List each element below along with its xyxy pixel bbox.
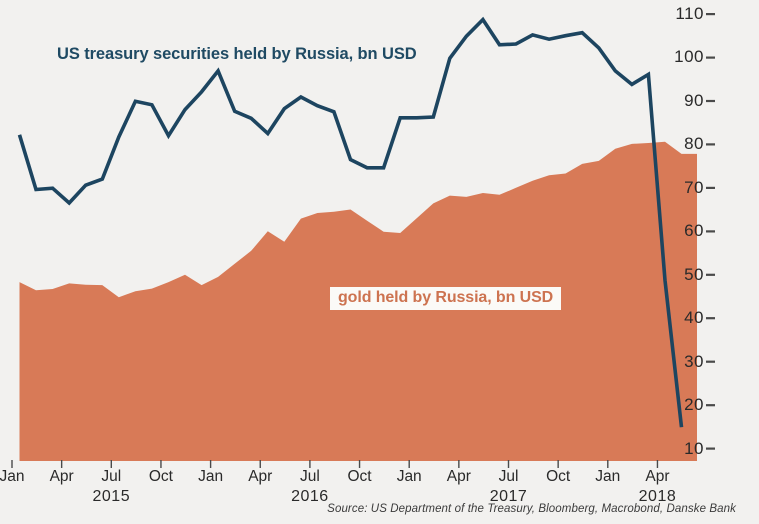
- y-axis-tick-label: 80: [684, 134, 704, 154]
- y-axis-ticks: [706, 13, 715, 450]
- y-axis-tick-label: 100: [674, 47, 704, 67]
- y-axis-tick-label: 70: [684, 177, 704, 197]
- x-axis-tick-label: Apr: [446, 468, 471, 485]
- y-axis-tick-label: 10: [684, 438, 704, 458]
- x-axis-tick-label: Jul: [299, 468, 320, 485]
- gold-area-label: gold held by Russia, bn USD: [330, 287, 562, 310]
- x-axis-tick-label: Jan: [396, 468, 422, 485]
- y-axis-tick-label: 40: [684, 308, 704, 328]
- y-axis-tick-label: 50: [684, 264, 704, 284]
- x-axis-year-label: 2015: [92, 488, 131, 505]
- treasury-line: [17, 16, 684, 428]
- x-axis-tick-label: Jan: [0, 468, 25, 485]
- x-axis-year-label: 2017: [489, 488, 528, 505]
- x-axis-tick-label: Jul: [498, 468, 519, 485]
- x-axis-tick-label: Apr: [49, 468, 74, 485]
- x-axis-ticks: [11, 460, 659, 468]
- y-axis-tick-label: 90: [684, 90, 704, 110]
- y-axis-tick-label: 20: [684, 395, 704, 415]
- x-axis-year-label: 2018: [638, 488, 677, 505]
- y-axis-tick-label: 110: [675, 4, 704, 23]
- chart-title: US treasury securities held by Russia, b…: [57, 45, 417, 63]
- y-axis-tick-label: 30: [684, 351, 704, 371]
- x-axis-tick-label: Apr: [248, 468, 273, 485]
- x-axis-tick-label: Oct: [546, 468, 571, 485]
- x-axis-tick-label: Jan: [595, 468, 621, 485]
- x-axis-tick-label: Jan: [198, 468, 224, 485]
- x-axis-tick-label: Jul: [101, 468, 122, 485]
- x-axis-year-label: 2016: [291, 488, 329, 505]
- source-caption: Source: US Department of the Treasury, B…: [327, 503, 736, 515]
- x-axis-tick-label: Oct: [347, 468, 372, 485]
- x-axis-tick-label: Oct: [148, 468, 173, 485]
- y-axis-tick-label: 60: [684, 221, 704, 241]
- x-axis-tick-label: Apr: [645, 468, 670, 485]
